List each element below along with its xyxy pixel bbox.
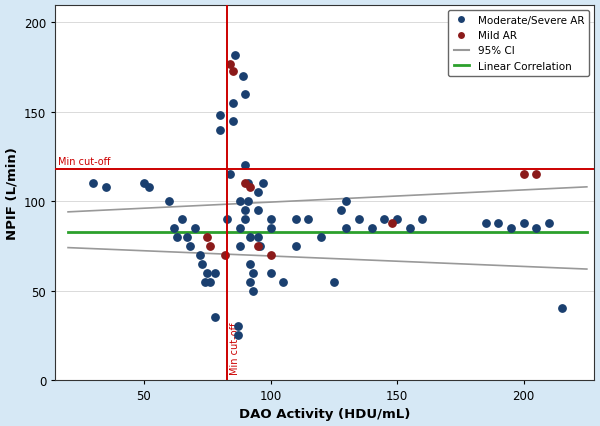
Point	[256, 243, 265, 250]
Point	[170, 225, 179, 232]
Point	[185, 243, 194, 250]
Point	[291, 216, 301, 223]
Point	[266, 216, 275, 223]
Point	[418, 216, 427, 223]
Point	[202, 270, 212, 276]
Point	[210, 314, 220, 321]
Point	[266, 270, 275, 276]
Point	[215, 127, 224, 134]
Point	[205, 279, 215, 285]
Point	[481, 220, 490, 227]
Point	[337, 207, 346, 214]
Point	[245, 261, 255, 268]
Point	[228, 68, 238, 75]
Point	[144, 184, 154, 191]
Y-axis label: NPIF (L/min): NPIF (L/min)	[5, 147, 19, 239]
Point	[241, 163, 250, 170]
Point	[241, 216, 250, 223]
Point	[235, 225, 245, 232]
Point	[172, 234, 182, 241]
Point	[291, 243, 301, 250]
Point	[245, 184, 255, 191]
Point	[195, 252, 205, 259]
Point	[197, 261, 207, 268]
Point	[506, 225, 516, 232]
Point	[230, 52, 240, 59]
Point	[243, 181, 253, 187]
Point	[177, 216, 187, 223]
Point	[220, 252, 230, 259]
Legend: Moderate/Severe AR, Mild AR, 95% CI, Linear Correlation: Moderate/Severe AR, Mild AR, 95% CI, Lin…	[448, 11, 589, 77]
Point	[190, 225, 199, 232]
Point	[341, 225, 351, 232]
Point	[532, 172, 541, 178]
Point	[200, 279, 209, 285]
Point	[215, 113, 224, 120]
Point	[245, 279, 255, 285]
Point	[341, 198, 351, 205]
Point	[233, 323, 242, 330]
Point	[266, 252, 275, 259]
Point	[238, 73, 247, 80]
Point	[253, 207, 263, 214]
Point	[387, 220, 397, 227]
Point	[164, 198, 174, 205]
Point	[233, 332, 242, 339]
Point	[223, 216, 232, 223]
Point	[139, 181, 149, 187]
Point	[182, 234, 192, 241]
Point	[210, 270, 220, 276]
Point	[532, 225, 541, 232]
Point	[205, 243, 215, 250]
Point	[544, 220, 554, 227]
Point	[225, 172, 235, 178]
Point	[316, 234, 326, 241]
Point	[392, 216, 402, 223]
Point	[101, 184, 111, 191]
Point	[367, 225, 377, 232]
Point	[241, 207, 250, 214]
Point	[329, 279, 338, 285]
Point	[380, 216, 389, 223]
Point	[241, 181, 250, 187]
Point	[241, 91, 250, 98]
Text: Min cut-off: Min cut-off	[230, 322, 239, 374]
Point	[245, 234, 255, 241]
Point	[278, 279, 288, 285]
Point	[519, 172, 529, 178]
Point	[248, 288, 257, 294]
Point	[557, 305, 566, 312]
Point	[248, 270, 257, 276]
Point	[304, 216, 313, 223]
Point	[253, 234, 263, 241]
Point	[228, 118, 238, 125]
Text: Min cut-off: Min cut-off	[58, 157, 110, 167]
Point	[266, 225, 275, 232]
Point	[89, 181, 98, 187]
Point	[493, 220, 503, 227]
Point	[228, 100, 238, 107]
Point	[225, 61, 235, 68]
Point	[258, 181, 268, 187]
Point	[405, 225, 415, 232]
X-axis label: DAO Activity (HDU/mL): DAO Activity (HDU/mL)	[239, 408, 410, 420]
Point	[243, 198, 253, 205]
Point	[235, 243, 245, 250]
Point	[519, 220, 529, 227]
Point	[253, 189, 263, 196]
Point	[253, 243, 263, 250]
Point	[235, 198, 245, 205]
Point	[354, 216, 364, 223]
Point	[202, 234, 212, 241]
